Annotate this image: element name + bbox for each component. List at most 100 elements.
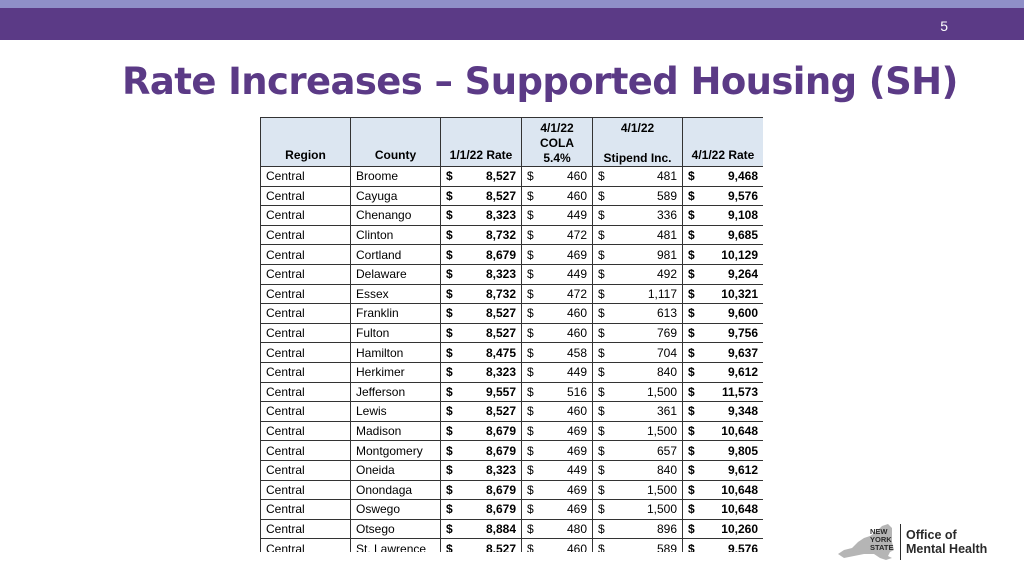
cell-rate-apr: $10,648 (682, 420, 763, 442)
logo-state-name: NEW YORK STATE (870, 527, 894, 552)
currency-symbol: $ (527, 286, 534, 301)
cell-rate-apr: $10,648 (682, 499, 763, 520)
cell-rate-jan: $8,679 (440, 499, 522, 520)
currency-symbol: $ (598, 188, 605, 203)
currency-symbol: $ (688, 208, 695, 223)
header-cola-date: 4/1/22 (521, 117, 593, 136)
currency-symbol: $ (688, 463, 695, 478)
cell-stipend: $492 (592, 263, 683, 285)
amount: 589 (656, 541, 677, 552)
amount: 9,576 (727, 188, 758, 203)
amount: 460 (566, 306, 587, 321)
table-row: Central Essex $8,732 $472 $1,117 $10,321 (260, 283, 763, 305)
amount: 9,600 (727, 306, 758, 321)
amount: 516 (566, 384, 587, 399)
amount: 8,679 (485, 247, 516, 262)
cell-cola: $469 (521, 244, 593, 265)
currency-symbol: $ (688, 306, 695, 321)
currency-symbol: $ (446, 404, 453, 419)
cell-region: Central (260, 205, 351, 226)
cell-cola: $472 (521, 283, 593, 305)
cell-region: Central (260, 224, 351, 246)
amount: 8,527 (485, 404, 516, 419)
currency-symbol: $ (598, 463, 605, 478)
table-row: Central Jefferson $9,557 $516 $1,500 $11,573 (260, 381, 763, 403)
currency-symbol: $ (446, 463, 453, 478)
currency-symbol: $ (598, 384, 605, 399)
table-row: Central Montgomery $8,679 $469 $657 $9,805 (260, 440, 763, 461)
amount: 589 (656, 188, 677, 203)
cell-stipend: $1,500 (592, 499, 683, 520)
amount: 8,527 (485, 306, 516, 321)
header-stipend-date: 4/1/22 (592, 117, 683, 136)
amount: 1,500 (646, 482, 677, 497)
cell-region: Central (260, 303, 351, 324)
amount: 8,323 (485, 365, 516, 380)
amount: 9,557 (485, 384, 516, 399)
amount: 9,612 (727, 463, 758, 478)
cell-county: Madison (350, 420, 441, 442)
table-row: Central Broome $8,527 $460 $481 $9,468 (260, 166, 763, 187)
amount: 9,108 (727, 208, 758, 223)
amount: 460 (566, 404, 587, 419)
amount: 472 (566, 228, 587, 243)
cell-rate-jan: $8,323 (440, 205, 522, 226)
table-row: Central Otsego $8,884 $480 $896 $10,260 (260, 518, 763, 540)
amount: 11,573 (721, 384, 758, 399)
currency-symbol: $ (598, 247, 605, 262)
cell-stipend: $840 (592, 361, 683, 383)
cell-county: Montgomery (350, 440, 441, 461)
amount: 8,323 (485, 463, 516, 478)
cell-stipend: $1,117 (592, 283, 683, 305)
currency-symbol: $ (688, 541, 695, 552)
amount: 469 (566, 443, 587, 458)
amount: 9,685 (727, 228, 758, 243)
cell-rate-jan: $8,527 (440, 538, 522, 552)
amount: 458 (566, 345, 587, 360)
table-row: Central Cortland $8,679 $469 $981 $10,129 (260, 244, 763, 265)
amount: 840 (656, 463, 677, 478)
cell-cola: $449 (521, 361, 593, 383)
currency-symbol: $ (527, 502, 534, 517)
cell-rate-apr: $9,756 (682, 322, 763, 344)
cell-rate-jan: $8,884 (440, 518, 522, 540)
amount: 10,648 (721, 502, 758, 517)
amount: 336 (656, 208, 677, 223)
currency-symbol: $ (527, 247, 534, 262)
amount: 9,612 (727, 365, 758, 380)
cell-county: Broome (350, 166, 441, 187)
amount: 460 (566, 188, 587, 203)
cell-county: Onondaga (350, 479, 441, 501)
cell-region: Central (260, 361, 351, 383)
currency-symbol: $ (527, 326, 534, 341)
cell-cola: $460 (521, 538, 593, 552)
header-county: County (350, 117, 441, 167)
cell-county: Delaware (350, 263, 441, 285)
cell-rate-apr: $9,108 (682, 205, 763, 226)
currency-symbol: $ (688, 384, 695, 399)
cell-stipend: $769 (592, 322, 683, 344)
slide-title: Rate Increases – Supported Housing (SH) (122, 60, 958, 103)
currency-symbol: $ (598, 208, 605, 223)
header-cola-label: COLA 5.4% (521, 136, 593, 167)
cell-rate-apr: $9,264 (682, 263, 763, 285)
cell-rate-apr: $10,129 (682, 244, 763, 265)
cell-cola: $480 (521, 518, 593, 540)
cell-cola: $449 (521, 263, 593, 285)
cell-region: Central (260, 499, 351, 520)
currency-symbol: $ (688, 188, 695, 203)
header-stipend-label: Stipend Inc. (592, 136, 683, 167)
currency-symbol: $ (598, 521, 605, 536)
cell-cola: $460 (521, 401, 593, 422)
currency-symbol: $ (598, 482, 605, 497)
cell-county: Fulton (350, 322, 441, 344)
cell-rate-apr: $10,321 (682, 283, 763, 305)
currency-symbol: $ (688, 345, 695, 360)
cell-region: Central (260, 166, 351, 187)
table-row: Central Franklin $8,527 $460 $613 $9,600 (260, 303, 763, 324)
table-row: Central Onondaga $8,679 $469 $1,500 $10,648 (260, 479, 763, 501)
currency-symbol: $ (527, 188, 534, 203)
cell-region: Central (260, 420, 351, 442)
currency-symbol: $ (446, 247, 453, 262)
amount: 1,500 (646, 424, 677, 439)
